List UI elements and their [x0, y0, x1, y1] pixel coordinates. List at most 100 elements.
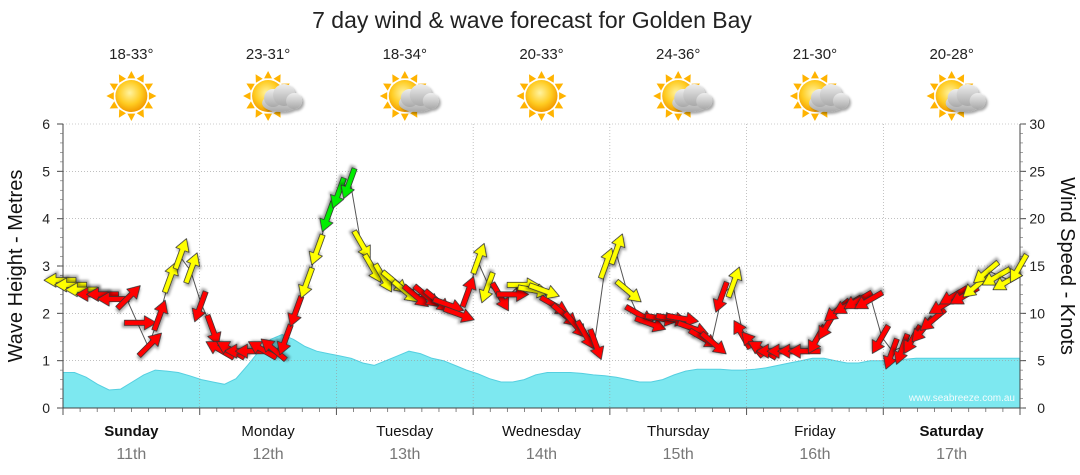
- left-tick-label: 1: [42, 353, 50, 369]
- sun-ray: [243, 92, 251, 100]
- sun-disc: [115, 80, 148, 112]
- cloud-shape: [808, 84, 849, 112]
- wind-arrow: [459, 276, 477, 308]
- day-date: 16th: [799, 446, 830, 463]
- day-date: 15th: [663, 446, 694, 463]
- sun-ray: [383, 83, 392, 91]
- wind-arrow: [587, 328, 605, 360]
- sun-ray: [148, 92, 157, 100]
- sun-ray: [656, 83, 665, 91]
- left-tick-label: 4: [42, 211, 50, 227]
- wind-arrow: [54, 277, 87, 293]
- sun-ray: [273, 74, 281, 83]
- day-labels: Sunday 11th Monday 12th Tuesday 13th Wednesday…: [104, 423, 984, 463]
- wave-area: [62, 334, 1021, 409]
- cloud-shape: [398, 84, 439, 112]
- wind-arrow: [699, 330, 727, 355]
- left-axis-label: Wave Height - Metres: [5, 170, 27, 363]
- cloud-puff: [286, 93, 303, 109]
- wind-arrow: [351, 229, 371, 260]
- right-axis-label: Wind Speed - Knots: [1056, 177, 1078, 355]
- wind-arrow: [308, 233, 326, 266]
- sun-ray: [674, 71, 683, 79]
- sun-ray: [683, 74, 691, 83]
- sun-ray: [957, 74, 965, 83]
- axes: 0 1 2 3 4 5 6 0 5 10 15 20 25 30: [42, 116, 1045, 416]
- sun-ray: [559, 92, 567, 100]
- sun-ray: [546, 109, 554, 118]
- wind-arrow: [204, 313, 222, 346]
- sun-ray: [811, 71, 819, 79]
- sun-ray: [802, 109, 810, 118]
- sun-ray: [246, 83, 255, 91]
- cloud-puff: [422, 93, 439, 109]
- sun-ray: [802, 74, 810, 83]
- day-date: 17th: [936, 446, 967, 463]
- plot-area: 0 1 2 3 4 5 6 0 5 10 15 20 25 30: [42, 116, 1045, 416]
- wind-arrow: [43, 272, 77, 288]
- sun-cloud-icon: [653, 71, 713, 121]
- weather-icons: [106, 71, 986, 121]
- sun-ray: [136, 109, 144, 118]
- day-date: 14th: [526, 446, 557, 463]
- wind-arrow: [1010, 253, 1030, 283]
- day-name: Tuesday: [376, 423, 433, 440]
- sun-ray: [136, 74, 144, 83]
- day-name: Monday: [241, 423, 295, 440]
- sun-ray: [379, 92, 388, 100]
- sun-icon: [516, 71, 567, 121]
- wind-arrow: [442, 306, 475, 323]
- day-date: 11th: [116, 446, 146, 463]
- sun-ray: [516, 92, 524, 100]
- sun-cloud-icon: [789, 71, 849, 121]
- sun-cloud-icon: [379, 71, 439, 121]
- sun-ray: [653, 92, 661, 100]
- sun-ray: [529, 74, 537, 83]
- wind-arrow: [136, 332, 162, 358]
- sun-ray: [793, 101, 802, 109]
- sun-ray: [665, 74, 673, 83]
- sun-ray: [656, 101, 665, 109]
- wind-arrow: [183, 252, 200, 285]
- right-tick-label: 0: [1037, 400, 1045, 416]
- sun-ray: [392, 109, 400, 118]
- wind-arrow: [725, 266, 743, 299]
- sun-ray: [939, 109, 947, 118]
- sun-ray: [264, 113, 272, 121]
- sun-ray: [947, 71, 956, 79]
- wind-arrow: [854, 289, 885, 310]
- sun-icon: [106, 71, 157, 121]
- right-tick-label: 15: [1029, 258, 1045, 274]
- sun-ray: [400, 71, 409, 79]
- wind-arrow: [260, 338, 288, 362]
- sun-ray: [947, 113, 956, 121]
- wind-arrow: [123, 315, 157, 331]
- sun-ray: [519, 83, 529, 91]
- sun-cloud-icon: [243, 71, 303, 121]
- sun-ray: [118, 74, 126, 83]
- wave-height-series: [62, 334, 1021, 409]
- sun-ray: [392, 74, 400, 83]
- sun-ray: [793, 83, 802, 91]
- wind-arrow: [871, 324, 891, 354]
- wind-series: [43, 167, 1030, 370]
- sun-disc: [525, 80, 558, 112]
- sun-ray: [554, 101, 564, 109]
- sun-ray: [264, 71, 272, 79]
- sun-ray: [109, 83, 119, 91]
- day-name: Friday: [794, 423, 836, 440]
- right-tick-label: 20: [1029, 211, 1045, 227]
- sun-ray: [820, 74, 828, 83]
- sun-ray: [519, 101, 529, 109]
- left-tick-label: 3: [42, 258, 50, 274]
- wind-arrow: [115, 285, 141, 311]
- temp-range: 18-33°: [109, 46, 153, 63]
- sun-ray: [410, 74, 418, 83]
- cloud-puff: [832, 93, 849, 109]
- temp-range: 18-34°: [383, 46, 427, 63]
- temp-range: 23-31°: [246, 46, 290, 63]
- wind-arrow: [287, 295, 305, 327]
- day-date: 12th: [253, 446, 284, 463]
- sun-ray: [255, 109, 263, 118]
